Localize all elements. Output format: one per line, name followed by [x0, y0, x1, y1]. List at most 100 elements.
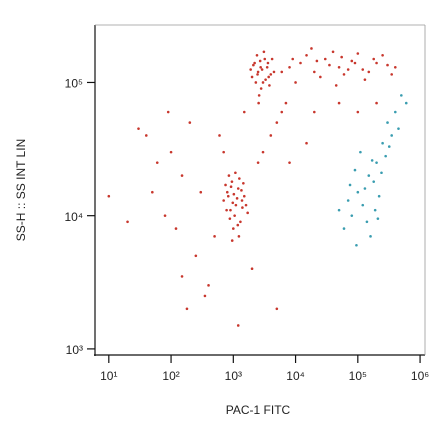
- point: [261, 150, 265, 154]
- point: [370, 159, 374, 162]
- point: [255, 53, 259, 57]
- point: [275, 307, 279, 311]
- point: [337, 65, 341, 69]
- point: [250, 75, 254, 79]
- point: [294, 81, 297, 84]
- point: [137, 127, 140, 130]
- point: [280, 110, 284, 114]
- y-tick-label: 10³: [66, 343, 83, 357]
- x-tick-label: 10⁶: [411, 369, 429, 383]
- point: [261, 81, 265, 84]
- point: [387, 145, 391, 148]
- point: [252, 63, 255, 67]
- point: [256, 70, 260, 74]
- point: [350, 214, 354, 217]
- point: [222, 150, 225, 154]
- point: [355, 243, 358, 247]
- point: [230, 239, 234, 242]
- point: [284, 101, 288, 105]
- point: [242, 110, 246, 114]
- point: [253, 61, 256, 65]
- point: [328, 63, 331, 67]
- point: [263, 57, 267, 61]
- point: [342, 227, 346, 230]
- x-tick-label: 10²: [162, 369, 179, 383]
- point: [229, 208, 232, 212]
- point: [260, 68, 264, 71]
- point: [174, 227, 178, 230]
- y-axis-title: SS-H :: SS INT LIN: [14, 139, 28, 241]
- point: [340, 55, 343, 59]
- point: [372, 57, 376, 61]
- point: [381, 53, 384, 57]
- point: [323, 57, 327, 61]
- x-tick-label: 10¹: [100, 369, 117, 383]
- point: [107, 194, 111, 198]
- point: [259, 65, 262, 69]
- point: [381, 141, 384, 145]
- point: [291, 57, 295, 61]
- point: [266, 61, 270, 65]
- point: [288, 65, 291, 69]
- point: [361, 203, 365, 207]
- point: [230, 180, 234, 183]
- point: [369, 235, 372, 238]
- point: [225, 190, 229, 194]
- point: [375, 61, 378, 65]
- point: [244, 203, 248, 207]
- point: [180, 275, 184, 278]
- point: [319, 75, 322, 79]
- point: [375, 101, 378, 105]
- point: [342, 73, 346, 76]
- point: [361, 68, 365, 71]
- point: [397, 127, 400, 130]
- point: [265, 65, 269, 69]
- point: [151, 190, 154, 194]
- point: [280, 70, 284, 74]
- point: [254, 81, 258, 84]
- point: [194, 254, 198, 258]
- point: [305, 53, 308, 57]
- point: [313, 70, 316, 74]
- point: [233, 214, 236, 217]
- point: [390, 134, 393, 137]
- point: [313, 110, 316, 114]
- point: [242, 194, 246, 198]
- point: [238, 177, 241, 180]
- point: [232, 192, 236, 196]
- y-tick-label: 10⁴: [64, 210, 83, 224]
- point: [259, 87, 263, 90]
- point: [337, 208, 341, 212]
- point: [144, 134, 148, 137]
- x-tick-label: 10⁵: [349, 369, 367, 383]
- point: [250, 267, 254, 270]
- point: [236, 187, 240, 190]
- point: [353, 168, 357, 172]
- y-tick-label: 10⁵: [65, 77, 83, 91]
- point: [288, 161, 291, 164]
- point: [229, 185, 233, 189]
- point: [222, 199, 225, 202]
- point: [400, 94, 403, 97]
- point: [188, 121, 192, 124]
- point: [268, 84, 271, 87]
- point: [310, 47, 313, 50]
- point: [246, 211, 249, 215]
- point: [365, 220, 369, 224]
- point: [373, 208, 377, 212]
- point: [199, 190, 203, 194]
- point: [228, 217, 232, 220]
- point: [207, 284, 210, 287]
- x-tick-label: 10³: [225, 369, 242, 383]
- point: [264, 78, 267, 81]
- point: [227, 174, 231, 177]
- point: [240, 189, 243, 192]
- point: [372, 180, 376, 183]
- point: [218, 134, 221, 137]
- point: [390, 73, 393, 76]
- point: [404, 101, 408, 105]
- point: [236, 223, 240, 227]
- point: [363, 78, 367, 81]
- point: [231, 201, 235, 205]
- point: [249, 68, 252, 71]
